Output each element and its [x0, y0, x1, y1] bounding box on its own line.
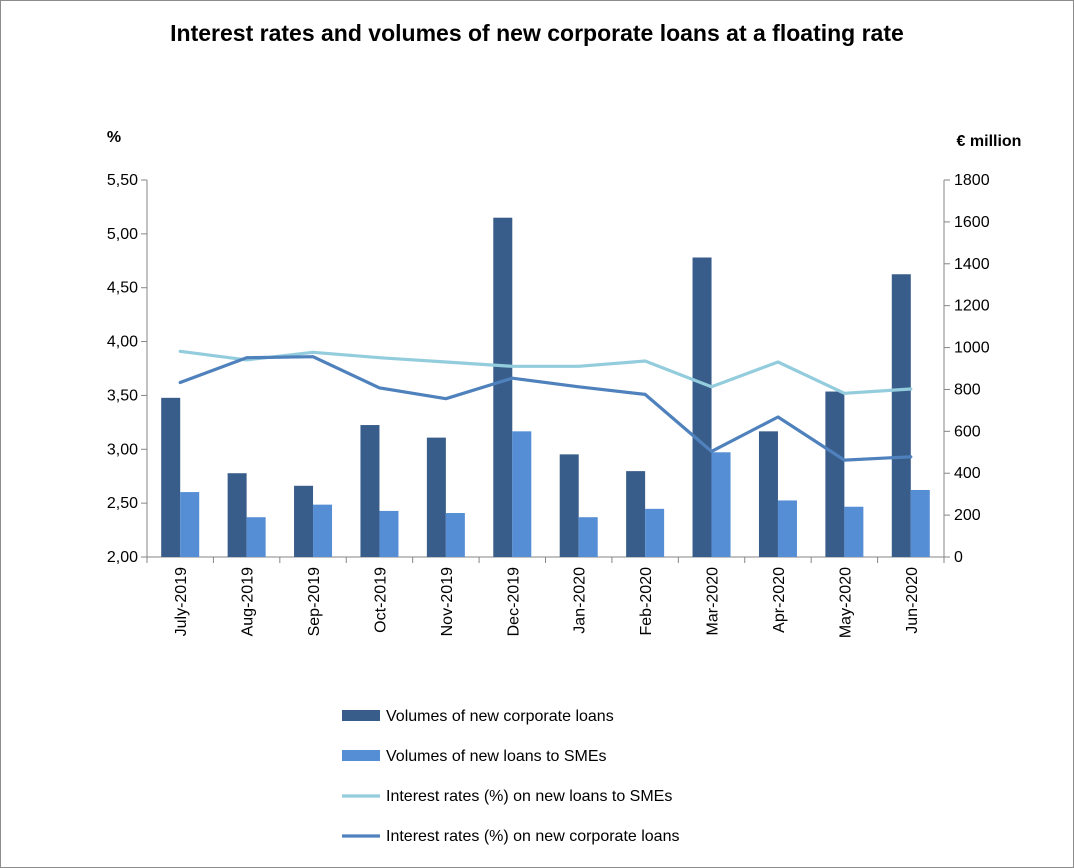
bar-sme-loans-volume [379, 510, 399, 557]
bar-sme-loans-volume [246, 517, 266, 557]
left-axis-tick-label: 5,50 [107, 172, 138, 189]
x-axis-tick-label: Mar-2020 [705, 567, 722, 636]
bar-sme-loans-volume [777, 500, 797, 557]
left-axis-tick-label: 3,00 [107, 441, 138, 458]
legend-swatch-bar [342, 750, 380, 761]
bar-sme-loans-volume [313, 504, 333, 557]
bar-sme-loans-volume [910, 489, 930, 557]
x-axis-tick-label: Feb-2020 [638, 567, 655, 636]
right-axis-tick-label: 1800 [954, 172, 990, 189]
bar-corporate-loans-volume [227, 473, 247, 557]
right-axis-tick-label: 1600 [954, 214, 990, 231]
bar-sme-loans-volume [180, 492, 200, 557]
left-axis-unit-label: % [107, 129, 121, 146]
left-axis-tick-label: 4,00 [107, 334, 138, 351]
x-axis-tick-label: Jun-2020 [904, 567, 921, 634]
bar-corporate-loans-volume [825, 391, 845, 557]
x-axis-tick-label: Oct-2019 [372, 567, 389, 633]
left-axis-tick-label: 2,00 [107, 549, 138, 566]
bar-sme-loans-volume [645, 508, 665, 557]
bar-corporate-loans-volume [626, 471, 646, 557]
bar-corporate-loans-volume [493, 217, 513, 557]
legend-swatch-bar [342, 710, 380, 721]
legend-entry-label: Volumes of new corporate loans [386, 708, 614, 725]
left-axis-tick-label: 5,00 [107, 226, 138, 243]
right-axis-tick-label: 200 [954, 507, 981, 524]
bar-corporate-loans-volume [891, 274, 911, 557]
left-axis-tick-label: 3,50 [107, 387, 138, 404]
x-axis-tick-label: Aug-2019 [240, 567, 257, 636]
left-axis-tick-label: 4,50 [107, 280, 138, 297]
bar-sme-loans-volume [445, 513, 465, 557]
bar-corporate-loans-volume [360, 425, 380, 557]
line-sme-interest-rate [178, 349, 913, 395]
right-axis-tick-label: 1200 [954, 298, 990, 315]
right-axis-tick-label: 1000 [954, 340, 990, 357]
bar-sme-loans-volume [844, 506, 864, 557]
line-corporate-interest-rate [178, 355, 913, 462]
right-axis-tick-label: 400 [954, 465, 981, 482]
x-axis-tick-label: Dec-2019 [505, 567, 522, 636]
bar-sme-loans-volume [512, 431, 532, 557]
legend-entry-label: Interest rates (%) on new loans to SMEs [386, 788, 672, 805]
right-axis-tick-label: 1400 [954, 256, 990, 273]
bar-sme-loans-volume [578, 517, 598, 557]
right-axis-tick-label: 800 [954, 381, 981, 398]
bar-corporate-loans-volume [161, 397, 181, 557]
right-axis-tick-label: 600 [954, 423, 981, 440]
x-axis-tick-label: Apr-2020 [771, 567, 788, 633]
x-axis-tick-label: May-2020 [837, 567, 854, 638]
right-axis-unit-label: € million [957, 133, 1022, 150]
legend-entry-label: Interest rates (%) on new corporate loan… [386, 828, 679, 845]
bar-corporate-loans-volume [294, 485, 314, 557]
left-axis-tick-label: 2,50 [107, 495, 138, 512]
bar-sme-loans-volume [711, 452, 731, 557]
right-axis-tick-label: 0 [954, 549, 963, 566]
bar-corporate-loans-volume [426, 437, 446, 557]
x-axis-tick-label: Jan-2020 [572, 567, 589, 634]
x-axis-tick-label: Nov-2019 [439, 567, 456, 636]
legend-entry-label: Volumes of new loans to SMEs [386, 748, 607, 765]
chart-title: Interest rates and volumes of new corpor… [170, 20, 904, 46]
bar-corporate-loans-volume [692, 257, 712, 557]
bar-corporate-loans-volume [758, 431, 778, 557]
bar-corporate-loans-volume [559, 454, 579, 557]
x-axis-tick-label: July-2019 [173, 567, 190, 636]
x-axis-tick-label: Sep-2019 [306, 567, 323, 636]
